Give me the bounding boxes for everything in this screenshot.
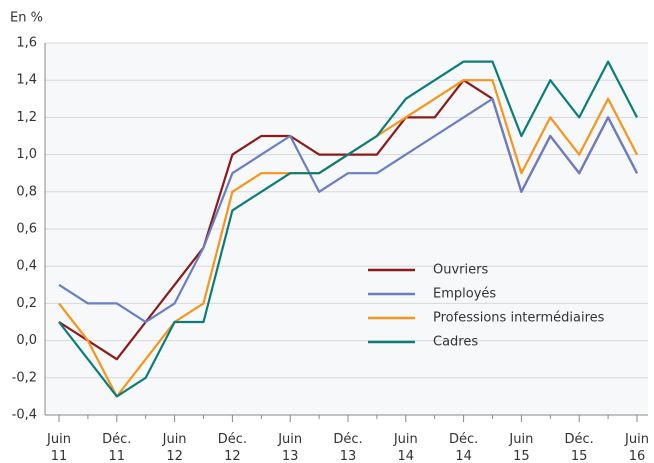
y-tick-label: 0,4 xyxy=(16,259,37,274)
y-axis-label: En % xyxy=(10,11,43,26)
y-tick-label: 1,6 xyxy=(16,36,37,51)
x-tick-label: Juin 13 xyxy=(278,432,303,463)
legend-label: Professions intermédiaires xyxy=(433,311,605,326)
legend-label: Employés xyxy=(433,287,496,302)
x-tick-label: Juin 15 xyxy=(509,432,534,463)
series-line xyxy=(58,97,638,324)
y-tick-label: 0,2 xyxy=(16,296,37,311)
y-tick-label: 0,6 xyxy=(16,222,37,237)
y-tick-label: 1,2 xyxy=(16,110,37,125)
legend-label: Cadres xyxy=(433,335,478,350)
x-tick-label: Déc. 11 xyxy=(102,432,132,463)
y-tick-label: 1,0 xyxy=(16,147,37,162)
x-tick-label: Juin 16 xyxy=(625,432,649,463)
legend-label: Ouvriers xyxy=(433,263,488,278)
x-tick-label: Déc. 15 xyxy=(564,432,594,463)
series-line xyxy=(58,60,638,398)
y-tick-label: -0,2 xyxy=(12,370,37,385)
x-tick-label: Juin 12 xyxy=(162,432,187,463)
y-tick-label: 0,0 xyxy=(16,333,37,348)
x-tick-label: Juin 11 xyxy=(47,432,71,463)
y-tick-label: 0,8 xyxy=(16,184,37,199)
x-tick-label: Déc. 13 xyxy=(333,432,363,463)
x-tick-label: Juin 14 xyxy=(393,432,418,463)
x-tick-label: Déc. 14 xyxy=(448,432,479,463)
x-tick-label: Déc. 12 xyxy=(217,432,248,463)
y-tick-label: 1,4 xyxy=(16,73,37,88)
y-tick-label: -0,4 xyxy=(12,408,37,423)
